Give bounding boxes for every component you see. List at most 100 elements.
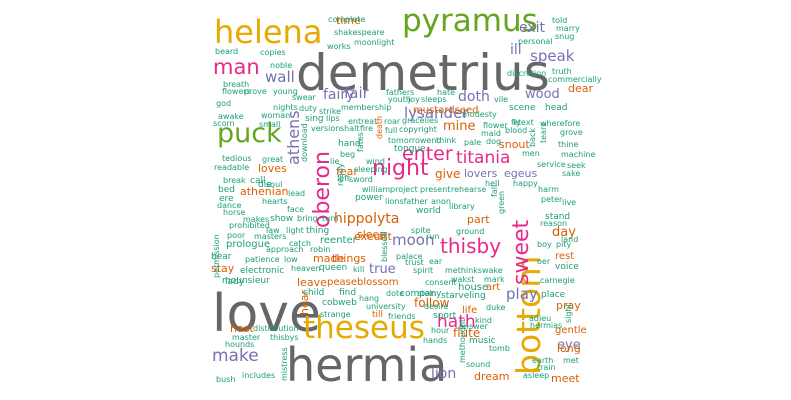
word-lips: lips [326,114,340,123]
word-sport: sport [433,311,457,321]
word-lion: lion [431,366,457,382]
word-truth: truth [552,67,572,76]
word-horse: horse [223,208,246,217]
word-adieu: adieu [529,314,552,323]
word-seek: seek [567,161,586,170]
word-download: download [300,123,309,162]
word-wind: wind [366,157,385,166]
word-snug: snug [555,32,575,41]
word-fairy: fairy [323,87,355,103]
word-sleep: sleep [357,228,387,241]
word-house: house [458,282,489,293]
word-strange: strange [320,310,351,319]
word-noble: noble [270,61,293,70]
word-project: project [390,185,418,194]
word-day: day [552,225,576,240]
word-approach: approach [266,245,304,254]
word-catch: catch [289,239,311,248]
word-patience: patience [245,255,280,264]
word-reenter: reenter [320,235,357,246]
word-thisbys: thisbys [270,333,299,342]
word-made: made [313,252,345,265]
word-turn: turn [322,214,339,223]
word-light: light [286,226,304,235]
word-strike: strike [319,107,342,116]
word-lead: lead [288,189,306,198]
word-company: company [400,289,442,299]
word-low: low [284,255,298,264]
word-answer: answer [459,322,488,331]
word-gentle: gentle [555,325,587,336]
word-egeus: egeus [504,167,538,180]
word-give: give [435,167,461,181]
word-child: child [303,288,325,298]
word-run: run [426,232,440,241]
word-bring: bring [297,214,318,223]
word-hour: hour [431,326,450,335]
word-lionsfather: lionsfather [385,197,428,206]
word-beard: beard [215,47,239,56]
word-sleeping: sleeping [354,165,388,174]
word-exeunt: exeunt [354,230,392,243]
word-met: met [563,356,579,365]
word-hell: hell [485,179,500,188]
word-dote: dote [386,289,405,298]
word-moon: moon [392,231,435,249]
word-enter: enter [402,143,453,165]
word-prove: prove [244,87,267,96]
word-titania: titania [456,148,511,168]
word-beg: beg [340,150,356,159]
word-breath: breath [223,80,250,89]
word-leave: leave [297,276,327,289]
word-discretion: discretion [507,69,547,78]
word-hang: hang [359,294,380,303]
word-readable: readable [214,163,250,172]
word-masters: masters [254,232,287,241]
word-flowers: flowers [222,87,251,96]
word-mustardseed: mustardseed [413,105,479,116]
word-queen: queen [319,263,348,273]
word-spirit: spirit [413,266,434,275]
word-dance: dance [217,201,242,210]
word-voice: voice [555,262,579,272]
word-pyramus: pyramus [402,3,538,39]
word-fly: fly [511,118,521,127]
word-grove: grove [560,128,583,137]
word-helena: helena [214,13,323,51]
word-mine: mine [443,119,476,134]
word-pale: pale [464,138,482,147]
word-wherefore: wherefore [540,119,581,128]
word-place: place [541,290,566,300]
word-moonlight: moonlight [354,38,395,47]
word-consent: consent [425,278,457,287]
word-library: library [449,202,475,211]
word-ground: ground [456,227,485,236]
word-service: service [537,160,566,169]
word-starveling: starveling [441,291,486,301]
word-land: land [561,235,579,244]
word-time: time [336,14,361,27]
word-tomb: tomb [489,344,510,353]
word-tedious: tedious [222,154,252,163]
word-permission: permission [212,234,221,278]
word-hounds: hounds [225,340,255,349]
word-hast: hast [230,322,254,335]
word-prohibited: prohibited [229,221,270,230]
word-maid: maid [481,129,501,138]
word-distribution: distribution [253,324,299,333]
word-stoln: stoln [417,289,437,298]
word-university: university [366,302,406,311]
word-long: long [557,342,581,355]
word-tomorrowend: tomorrowend [388,136,442,145]
word-ill: ill [510,42,522,58]
word-asleep: asleep [523,371,550,380]
word-dog: dog [486,137,502,146]
word-lie: lie [330,157,340,166]
word-sing: sing [305,114,324,124]
word-call: call [250,176,266,186]
word-sweet: sweet [509,219,534,285]
word-pity: pity [556,240,572,249]
word-carnegie: carnegie [540,276,575,285]
word-face: face [287,205,305,214]
word-heaven: heaven [291,264,321,273]
